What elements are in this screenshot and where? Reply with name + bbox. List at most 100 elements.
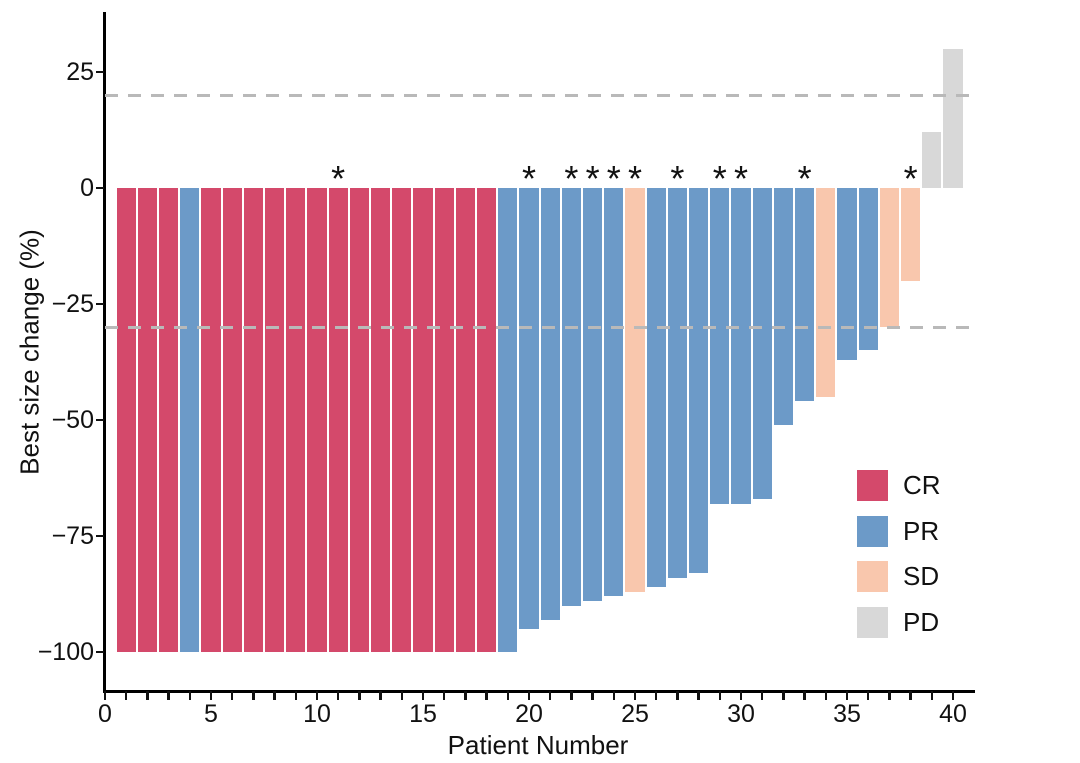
bar-patient-13 — [370, 188, 391, 652]
asterisk-marker-patient-22: * — [564, 158, 579, 199]
x-tick-1 — [124, 691, 128, 700]
bar-patient-21 — [540, 188, 560, 620]
bar-patient-15 — [413, 188, 433, 652]
bar-patient-28 — [688, 188, 709, 574]
legend-item-SD: SD — [857, 561, 941, 592]
x-tick-10 — [315, 691, 319, 700]
bar-patient-1 — [116, 188, 136, 652]
bar-patient-37 — [879, 188, 900, 328]
bar-patient-10 — [307, 188, 327, 652]
bar-patient-8 — [264, 188, 285, 652]
x-tick-22 — [570, 691, 573, 700]
x-tick-28 — [697, 691, 700, 700]
bar-patient-7 — [243, 188, 264, 652]
asterisk-marker-patient-30: * — [733, 158, 749, 199]
x-tick-label-15: 15 — [409, 700, 437, 728]
x-tick-6 — [230, 691, 234, 700]
legend-swatch-PD — [857, 606, 888, 638]
y-tick-label-0: 0 — [80, 174, 94, 202]
y-tick-−75 — [96, 534, 104, 538]
bar-patient-31 — [752, 188, 772, 499]
x-tick-label-30: 30 — [727, 700, 755, 728]
bar-patient-34 — [816, 188, 836, 397]
x-tick-16 — [442, 691, 446, 700]
legend-item-PR: PR — [857, 515, 941, 547]
y-tick-25 — [96, 70, 104, 74]
legend-swatch-CR — [857, 470, 888, 501]
bar-patient-12 — [349, 188, 370, 652]
x-tick-20 — [527, 691, 531, 700]
y-tick-−25 — [96, 302, 104, 306]
y-axis-line — [103, 12, 106, 693]
y-tick-−100 — [96, 650, 104, 654]
x-tick-27 — [676, 691, 679, 700]
bar-patient-33 — [794, 188, 815, 402]
x-tick-18 — [485, 691, 488, 700]
x-tick-25 — [633, 691, 637, 700]
x-tick-30 — [739, 691, 743, 700]
bar-patient-35 — [837, 188, 857, 360]
x-tick-15 — [421, 691, 425, 700]
y-tick-label-−50: −50 — [51, 406, 94, 434]
x-tick-9 — [294, 691, 298, 700]
x-tick-32 — [782, 691, 785, 700]
x-tick-2 — [146, 691, 149, 700]
bar-patient-19 — [498, 188, 518, 652]
y-tick-label-−100: −100 — [37, 638, 94, 666]
x-tick-8 — [273, 691, 276, 700]
bar-patient-26 — [646, 188, 666, 588]
asterisk-marker-patient-27: * — [670, 158, 685, 199]
x-tick-4 — [188, 691, 192, 700]
x-tick-0 — [103, 691, 107, 700]
bar-patient-32 — [773, 188, 794, 425]
x-tick-37 — [888, 691, 891, 700]
x-tick-14 — [400, 691, 404, 700]
bar-patient-29 — [710, 188, 730, 504]
y-tick-label-−25: −25 — [51, 290, 94, 318]
y-tick-label-25: 25 — [66, 58, 94, 86]
x-tick-label-20: 20 — [515, 700, 543, 728]
legend-label-CR: CR — [903, 470, 941, 500]
reference-line--30 — [105, 325, 973, 329]
bar-patient-30 — [731, 188, 751, 504]
x-axis-line — [103, 690, 975, 693]
x-tick-39 — [930, 691, 934, 700]
bar-patient-36 — [858, 188, 878, 351]
legend-label-PD: PD — [903, 606, 940, 637]
asterisk-marker-patient-20: * — [521, 158, 537, 199]
asterisk-marker-patient-33: * — [797, 158, 812, 199]
bar-patient-25 — [625, 188, 645, 592]
x-tick-31 — [760, 691, 764, 700]
x-tick-29 — [718, 691, 722, 700]
x-tick-33 — [803, 691, 806, 700]
x-tick-35 — [845, 691, 849, 700]
x-axis-title: Patient Number — [447, 730, 629, 760]
bar-patient-23 — [582, 188, 603, 601]
x-tick-label-25: 25 — [621, 700, 649, 728]
bar-patient-38 — [900, 188, 921, 281]
x-tick-21 — [548, 691, 552, 700]
x-tick-26 — [654, 691, 658, 700]
legend-item-CR: CR — [857, 470, 941, 501]
asterisk-marker-patient-38: * — [903, 158, 918, 199]
bar-patient-4 — [180, 188, 200, 652]
legend: CR PR SD PD — [857, 470, 941, 652]
x-tick-label-5: 5 — [204, 700, 218, 728]
x-tick-12 — [358, 691, 361, 700]
x-tick-34 — [824, 691, 828, 700]
asterisk-marker-patient-23: * — [585, 158, 600, 199]
bar-patient-22 — [561, 188, 582, 606]
x-tick-label-40: 40 — [939, 700, 967, 728]
legend-swatch-SD — [857, 561, 888, 592]
x-tick-label-0: 0 — [98, 700, 112, 728]
bar-patient-2 — [137, 188, 158, 652]
x-tick-38 — [909, 691, 912, 700]
x-tick-19 — [506, 691, 510, 700]
bar-patient-3 — [158, 188, 179, 652]
y-tick-0 — [96, 186, 104, 190]
x-tick-13 — [379, 691, 382, 700]
x-tick-label-10: 10 — [303, 700, 331, 728]
bar-patient-27 — [667, 188, 688, 578]
bar-patient-18 — [476, 188, 497, 652]
